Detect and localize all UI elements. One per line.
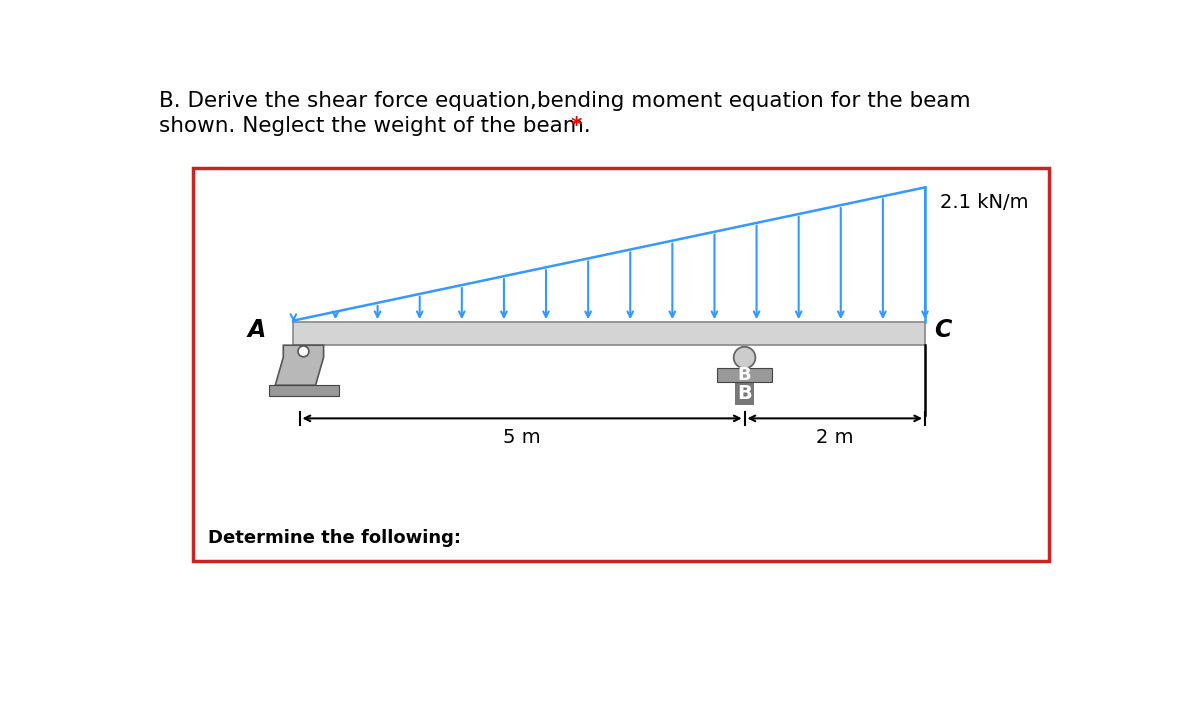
Bar: [718, 368, 772, 382]
Text: B: B: [737, 384, 752, 403]
Bar: [193, 168, 1049, 561]
Text: 2 m: 2 m: [816, 428, 853, 447]
Bar: [269, 385, 338, 396]
Text: B. Derive the shear force equation,bending moment equation for the beam: B. Derive the shear force equation,bendi…: [160, 91, 971, 111]
Text: Determine the following:: Determine the following:: [208, 529, 461, 547]
Polygon shape: [275, 346, 324, 385]
Circle shape: [298, 346, 308, 357]
Text: C: C: [935, 318, 952, 342]
Circle shape: [733, 347, 755, 368]
Text: 2.1 kN/m: 2.1 kN/m: [941, 193, 1030, 212]
Bar: [293, 322, 925, 346]
Text: A: A: [247, 318, 266, 342]
Text: 5 m: 5 m: [503, 428, 541, 447]
Text: shown. Neglect the weight of the beam.: shown. Neglect the weight of the beam.: [160, 116, 598, 136]
Text: *: *: [570, 116, 581, 136]
Text: B: B: [738, 366, 751, 384]
